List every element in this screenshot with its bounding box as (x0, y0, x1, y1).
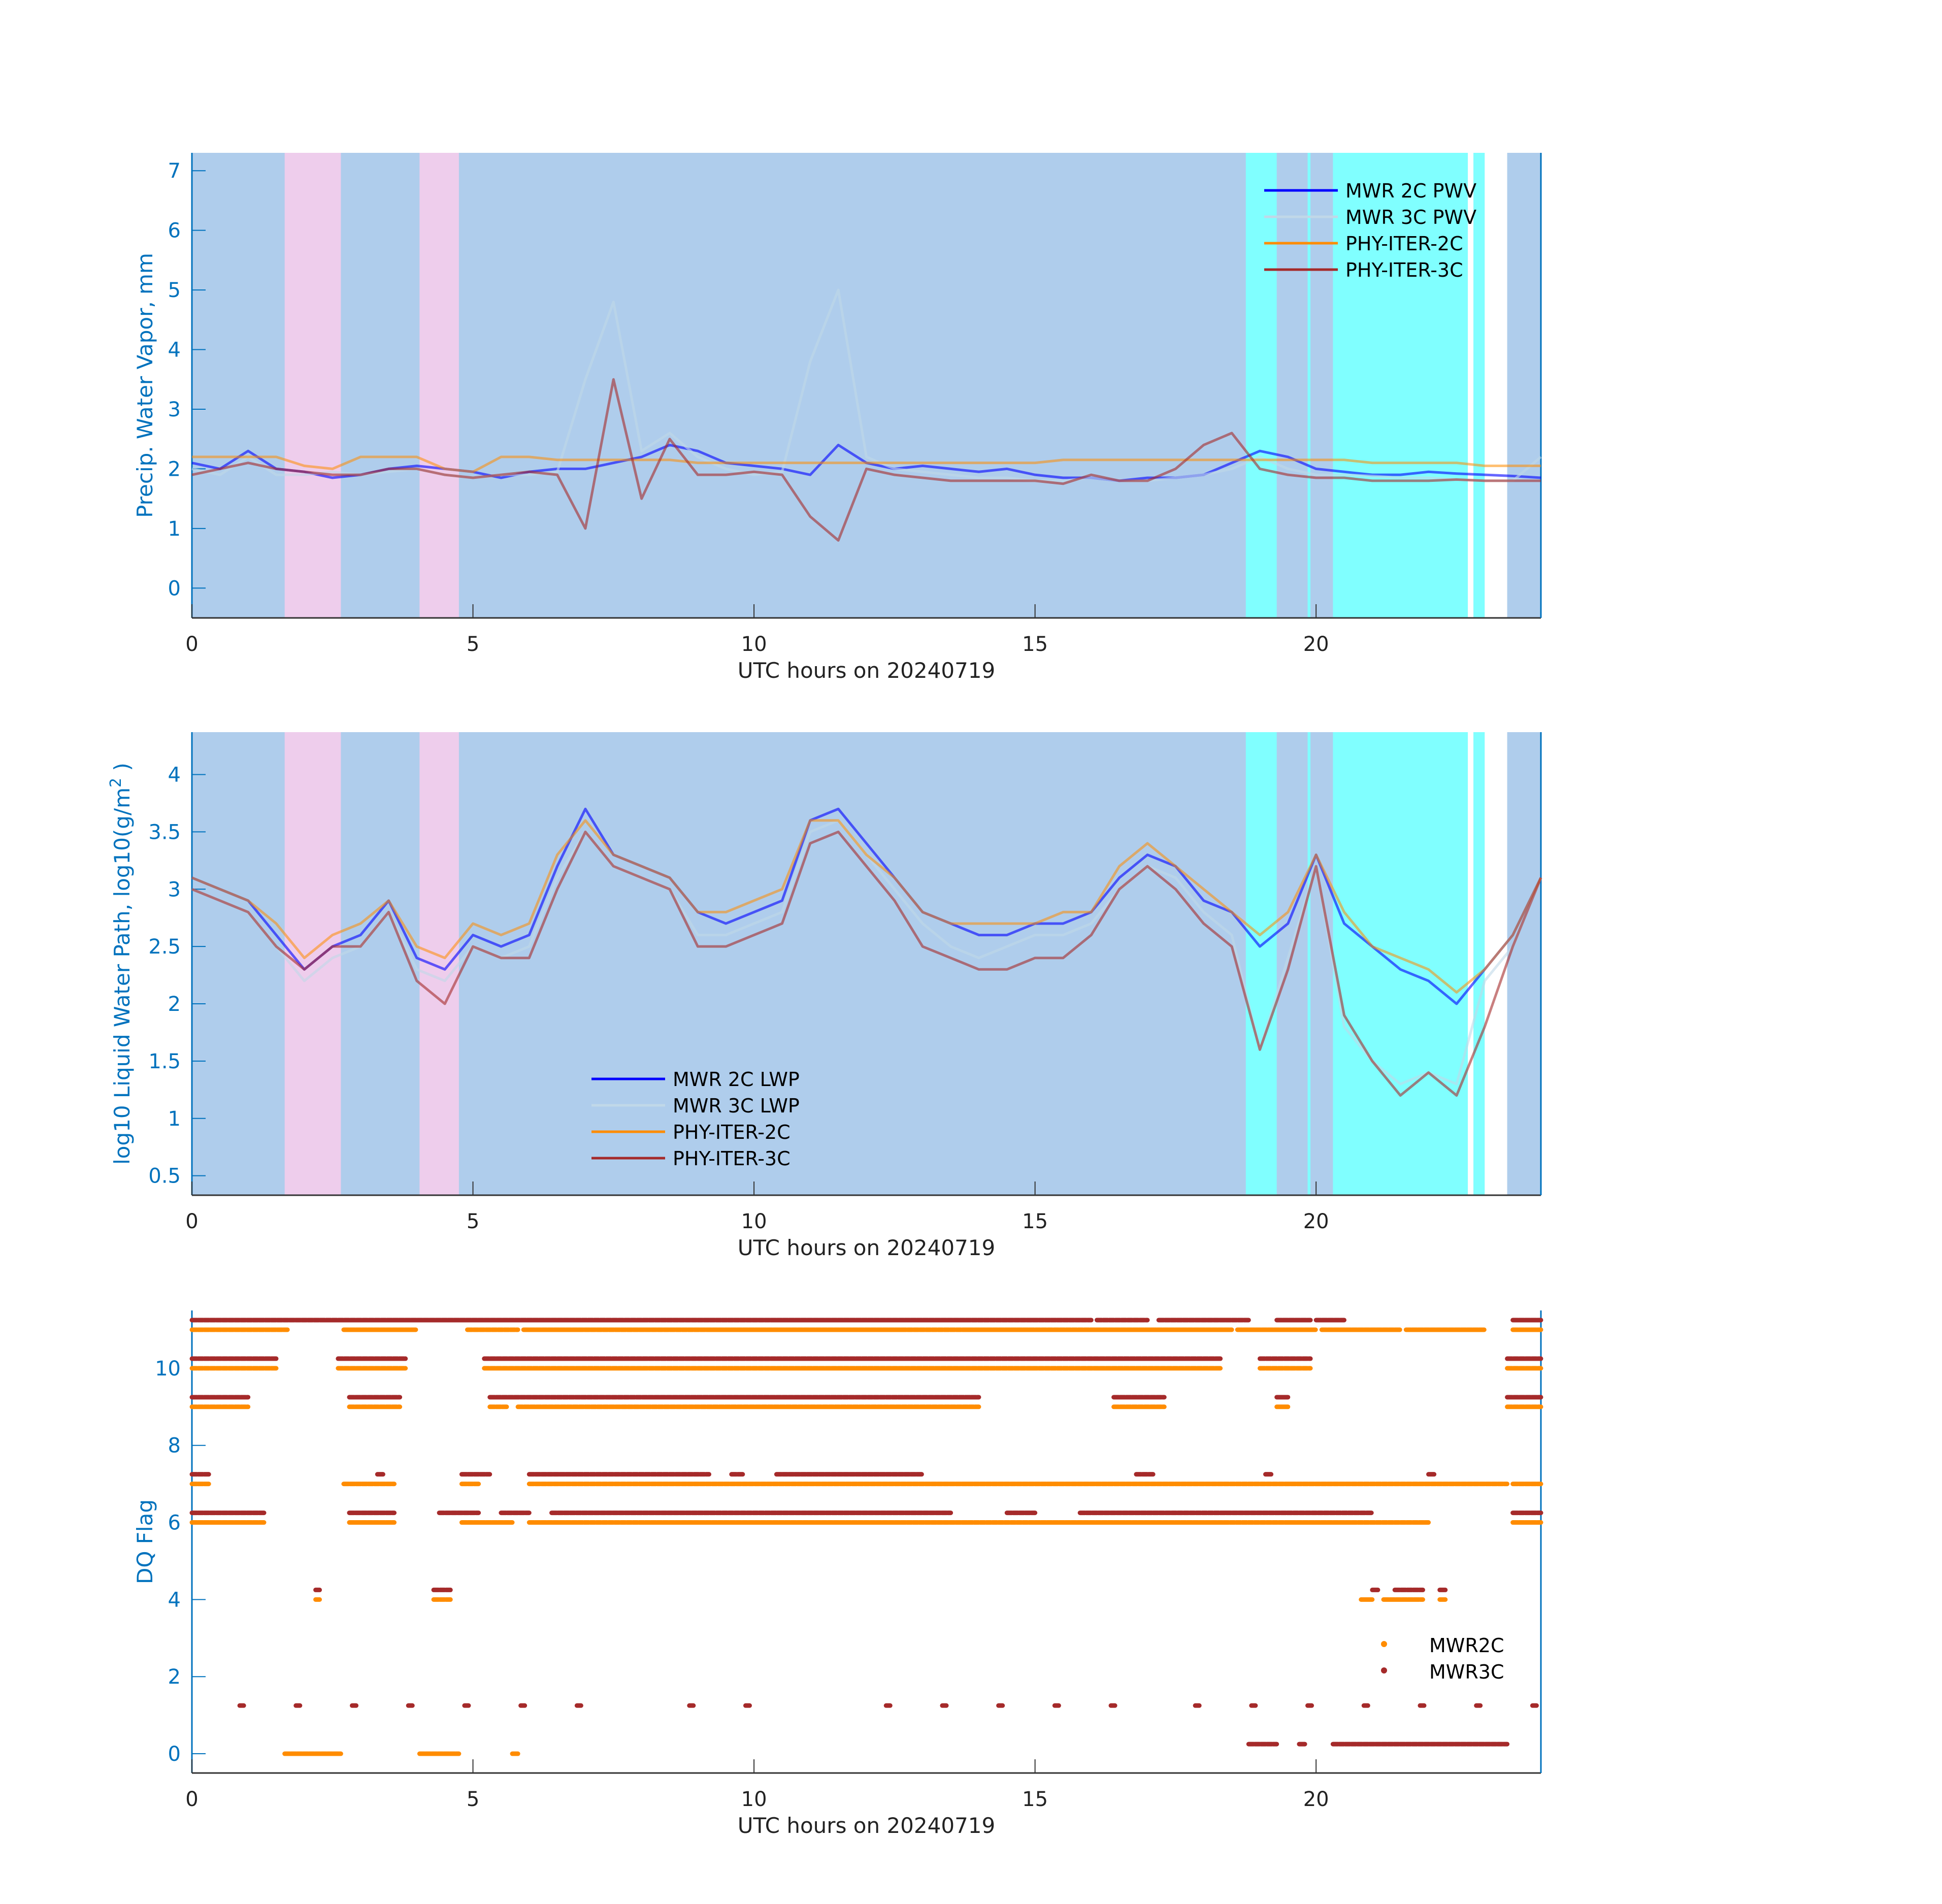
background-band-cyan (1307, 153, 1311, 618)
y-tick-label: 4 (168, 1588, 181, 1612)
y-tick-label: 2 (168, 993, 181, 1016)
legend-label: MWR 2C PWV (1345, 180, 1476, 202)
pwv-panel: 0 1 2 3 4 5 6 7 0 5 10 15 20 UTC hours on 20240719 Pre… (133, 153, 1542, 683)
x-tick-label: 20 (1303, 1788, 1329, 1811)
x-tick-label: 10 (741, 633, 767, 656)
y-tick-label: 2 (168, 457, 181, 481)
y-tick-label: 10 (155, 1357, 181, 1381)
y-tick-label: 3 (168, 398, 181, 421)
legend-label: MWR 3C LWP (673, 1095, 800, 1117)
background-band-cyan (1245, 153, 1277, 618)
x-axis-label: UTC hours on 20240719 (738, 1813, 996, 1838)
background-band-white (1468, 732, 1474, 1195)
y-tick-label: 1.5 (148, 1050, 181, 1073)
y-tick-label: 6 (168, 219, 181, 243)
y-tick-label: 0 (168, 577, 181, 600)
background-band-normal (192, 153, 1541, 618)
x-tick-label: 5 (467, 1788, 479, 1811)
legend-label: MWR2C (1429, 1634, 1504, 1657)
y-tick-label: 1 (168, 1107, 181, 1131)
legend-label: PHY-ITER-3C (673, 1147, 791, 1170)
background-band-white (1485, 153, 1507, 618)
series-line-phy-iter-3c (191, 830, 1542, 1097)
x-tick-label: 10 (741, 1210, 767, 1233)
x-axis-label: UTC hours on 20240719 (738, 1235, 996, 1260)
background-band-cyan (1307, 732, 1311, 1195)
legend-marker (1381, 1641, 1387, 1647)
background-band-white (1468, 153, 1474, 618)
y-axis-label: DQ Flag (133, 1499, 157, 1584)
y-tick-label: 7 (168, 159, 181, 183)
y-tick-label: 3.5 (148, 820, 181, 844)
lwp-panel: 0.5 1 1.5 2 2.5 3 3.5 4 0 5 10 15 20 UTC hours on 202… (107, 732, 1542, 1260)
y-tick-label: 2.5 (148, 935, 181, 959)
x-tick-label: 15 (1022, 1210, 1048, 1233)
y-tick-label: 0.5 (148, 1165, 181, 1188)
background-band-cyan (1473, 732, 1485, 1195)
y-axis-label: log10 Liquid Water Path, log10(g/m2 ) (107, 763, 135, 1165)
y-tick-label: 6 (168, 1512, 181, 1535)
legend-label: PHY-ITER-2C (673, 1121, 791, 1143)
background-band-pink (284, 153, 341, 618)
background-band-cyan (1333, 153, 1468, 618)
y-tick-label: 2 (168, 1665, 181, 1689)
y-tick-label: 3 (168, 878, 181, 901)
background-band-cyan (1333, 732, 1468, 1195)
legend-label: MWR 3C PWV (1345, 206, 1476, 228)
x-tick-label: 0 (185, 1210, 198, 1233)
series-line-phy-iter-2c (192, 455, 1541, 473)
legend-label: MWR 2C LWP (673, 1068, 800, 1091)
background-band-cyan (1473, 153, 1485, 618)
legend-label: PHY-ITER-3C (1345, 259, 1463, 281)
y-axis-label-superscript: 2 (107, 778, 125, 787)
y-tick-label: 5 (168, 279, 181, 302)
x-tick-label: 20 (1303, 633, 1329, 656)
legend-marker (1381, 1667, 1387, 1673)
y-tick-label: 4 (168, 764, 181, 787)
x-tick-label: 5 (467, 1210, 479, 1233)
x-tick-label: 15 (1022, 1788, 1048, 1811)
series-line-phy-iter-3c (191, 378, 1541, 542)
background-band-pink (419, 732, 459, 1195)
y-tick-label: 1 (168, 517, 181, 541)
y-axis-label-end: ) (110, 763, 135, 778)
x-tick-label: 0 (185, 633, 198, 656)
background-band-pink (419, 153, 459, 618)
background-band-cyan (1245, 732, 1277, 1195)
x-tick-label: 20 (1303, 1210, 1329, 1233)
y-tick-label: 0 (168, 1743, 181, 1766)
x-axis-label: UTC hours on 20240719 (738, 658, 996, 683)
x-tick-label: 5 (467, 633, 479, 656)
y-tick-label: 4 (168, 339, 181, 362)
legend-label: PHY-ITER-2C (1345, 233, 1463, 255)
y-axis-label: Precip. Water Vapor, mm (133, 253, 157, 518)
y-tick-label: 8 (168, 1434, 181, 1458)
dq-flag-panel: 0 2 4 6 8 10 0 5 10 15 20 UTC hours on 20240719 DQ F… (133, 1310, 1543, 1838)
x-tick-label: 0 (185, 1788, 198, 1811)
background-band-normal (192, 732, 1541, 1195)
x-tick-label: 10 (741, 1788, 767, 1811)
x-tick-label: 15 (1022, 633, 1048, 656)
legend-label: MWR3C (1429, 1661, 1504, 1683)
series-line-phy-iter-2c (191, 819, 1542, 994)
